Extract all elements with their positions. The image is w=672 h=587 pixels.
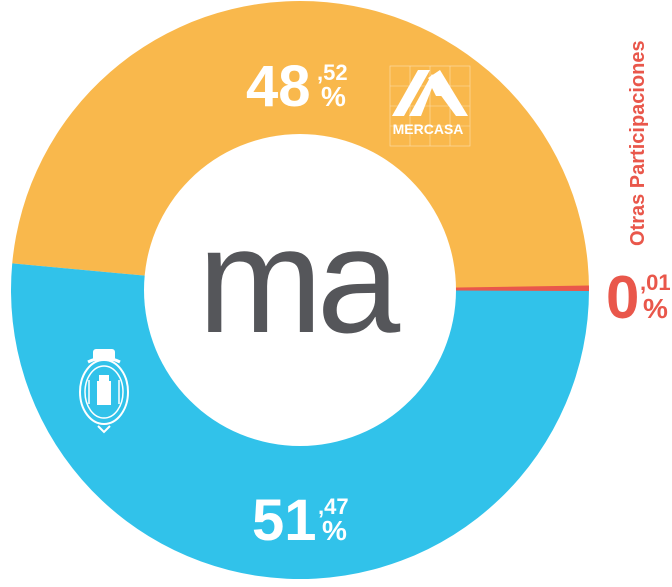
label-otras: 0 ,01 % (606, 264, 671, 331)
label-mercasa-dec: ,52 (317, 60, 348, 85)
donut-hole (144, 134, 456, 446)
label-ayuntamiento: 51 ,47 % (252, 488, 349, 553)
label-otras-dec: ,01 (640, 270, 671, 295)
slice-mercasa (12, 0, 590, 290)
label-ayuntamiento-int: 51 (252, 488, 317, 553)
label-mercasa-int: 48 (246, 54, 311, 119)
label-otras-int: 0 (606, 264, 639, 331)
mercasa-logo: MERCASA (389, 65, 471, 147)
label-otras-percent: % (643, 293, 668, 324)
label-ayuntamiento-dec: ,47 (318, 494, 349, 519)
mercasa-logo-text: MERCASA (393, 121, 464, 137)
label-ayuntamiento-percent: % (322, 515, 347, 546)
slice-otras-participaciones (449, 285, 589, 292)
label-mercasa: 48 ,52 % (246, 54, 348, 119)
coat-of-arms-icon (79, 349, 129, 434)
label-mercasa-percent: % (321, 81, 346, 112)
otras-participaciones-label: Otras Participaciones (627, 40, 649, 246)
center-logo: ma (198, 196, 401, 364)
